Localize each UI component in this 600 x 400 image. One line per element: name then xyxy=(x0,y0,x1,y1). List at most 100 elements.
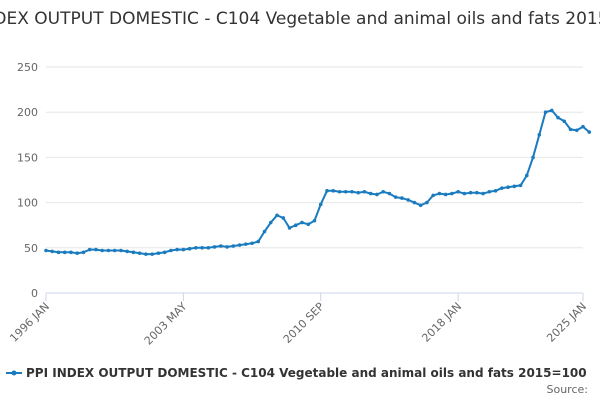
y-tick-label: 0 xyxy=(31,287,38,300)
point xyxy=(574,128,579,133)
point xyxy=(250,241,254,246)
point xyxy=(56,250,61,255)
point xyxy=(75,251,80,256)
point xyxy=(443,192,448,197)
point xyxy=(244,242,248,246)
x-tick-label: 2025 JAN xyxy=(544,300,589,345)
point xyxy=(587,130,592,134)
point xyxy=(356,190,361,195)
point xyxy=(169,248,173,253)
point xyxy=(281,216,286,220)
chart-title: PPI INDEX OUTPUT DOMESTIC - C104 Vegetab… xyxy=(0,9,600,29)
point xyxy=(293,223,298,227)
point xyxy=(125,249,129,254)
point xyxy=(343,189,348,194)
point xyxy=(81,250,86,255)
point xyxy=(475,190,479,195)
point xyxy=(450,191,454,196)
point xyxy=(412,200,417,205)
source: Source: xyxy=(547,383,589,396)
point xyxy=(112,248,117,253)
point xyxy=(275,213,279,218)
point xyxy=(162,250,167,255)
point xyxy=(256,239,261,244)
point xyxy=(568,127,573,132)
point xyxy=(581,124,585,129)
point xyxy=(212,245,217,249)
point xyxy=(381,189,385,194)
y-tick-label: 200 xyxy=(17,106,38,119)
point xyxy=(306,222,311,227)
point xyxy=(456,189,460,194)
point xyxy=(119,248,123,253)
point xyxy=(268,220,273,225)
point xyxy=(418,203,423,208)
point xyxy=(300,220,304,225)
point xyxy=(156,251,161,256)
point xyxy=(525,173,529,178)
point xyxy=(512,184,517,189)
point xyxy=(287,226,292,230)
point xyxy=(219,244,223,248)
x-tick-label: 1996 JAN xyxy=(7,300,52,345)
point xyxy=(106,248,111,253)
point xyxy=(387,191,392,196)
point xyxy=(100,248,104,253)
point xyxy=(206,246,211,250)
point xyxy=(556,115,560,120)
y-tick-label: 150 xyxy=(17,151,38,164)
y-tick-label: 50 xyxy=(24,242,38,255)
point xyxy=(400,196,404,200)
point xyxy=(200,246,204,250)
point xyxy=(431,193,435,198)
point xyxy=(393,195,398,199)
point xyxy=(518,183,523,188)
point xyxy=(318,202,323,207)
x-tick-label: 2010 SEP xyxy=(281,300,327,346)
point xyxy=(262,229,267,234)
legend: PPI INDEX OUTPUT DOMESTIC - C104 Vegetab… xyxy=(6,366,587,380)
point xyxy=(187,246,192,251)
point xyxy=(531,155,535,160)
point xyxy=(543,110,548,114)
point xyxy=(225,245,229,249)
y-tick-label: 100 xyxy=(17,197,38,210)
point xyxy=(537,133,542,137)
point xyxy=(462,191,467,196)
point xyxy=(325,189,329,193)
point xyxy=(406,198,410,202)
point xyxy=(69,250,73,255)
point xyxy=(337,189,342,194)
point xyxy=(437,191,442,196)
point xyxy=(94,247,98,252)
point xyxy=(131,250,136,255)
point xyxy=(62,250,67,255)
x-tick-label: 2003 MAY xyxy=(142,300,190,348)
point xyxy=(562,119,567,124)
point xyxy=(493,189,498,193)
point xyxy=(50,249,55,254)
point xyxy=(194,246,198,250)
point xyxy=(137,251,142,256)
point xyxy=(375,192,379,197)
point xyxy=(44,248,48,253)
point xyxy=(150,252,154,256)
point xyxy=(481,191,485,196)
point xyxy=(487,189,492,194)
legend-marker xyxy=(11,370,17,376)
point xyxy=(368,191,373,196)
point xyxy=(312,218,317,223)
legend-label: PPI INDEX OUTPUT DOMESTIC - C104 Vegetab… xyxy=(26,366,587,380)
y-tick-label: 250 xyxy=(17,61,38,74)
point xyxy=(87,247,92,252)
point xyxy=(237,243,242,247)
point xyxy=(350,189,354,194)
point xyxy=(331,189,336,193)
point xyxy=(181,247,186,252)
point xyxy=(362,189,367,194)
point xyxy=(425,200,429,205)
point xyxy=(506,185,510,190)
point xyxy=(500,186,504,190)
point xyxy=(144,252,148,256)
